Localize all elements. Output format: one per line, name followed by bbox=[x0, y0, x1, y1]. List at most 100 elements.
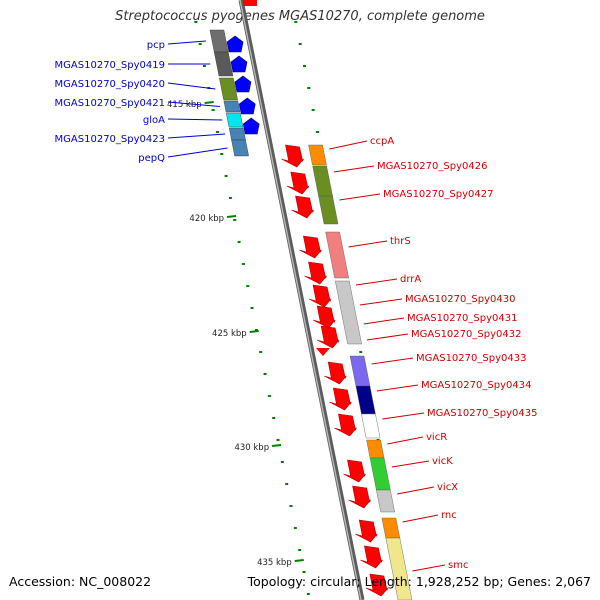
gene-block-6 bbox=[231, 139, 249, 157]
strand-arrow bbox=[324, 361, 347, 385]
genome-backbone bbox=[238, 0, 365, 600]
gene-leader-line bbox=[167, 147, 228, 158]
gene-label-right: MGAS10270_Spy0434 bbox=[421, 380, 531, 391]
strand-arrow bbox=[299, 235, 322, 259]
gene-leader-line bbox=[167, 118, 223, 121]
gene-block-4 bbox=[335, 280, 362, 345]
gene-leader-line bbox=[355, 278, 398, 286]
gene-label-right: smc bbox=[448, 560, 468, 571]
gene-leader-line bbox=[363, 317, 405, 325]
gene-leader-line bbox=[402, 514, 439, 523]
scale-labels-layer: 415 kbp 420 kbp 425 kbp 430 kbp 435 kbp bbox=[167, 100, 304, 568]
strand-arrow bbox=[329, 387, 352, 411]
gene-label-right: MGAS10270_Spy0432 bbox=[411, 329, 521, 340]
strand-arrow bbox=[360, 545, 383, 569]
gene-leader-line bbox=[387, 436, 424, 445]
gene-label-right: MGAS10270_Spy0435 bbox=[427, 408, 537, 419]
gene-block-1 bbox=[312, 165, 333, 197]
gene-block-15 bbox=[385, 537, 413, 600]
strand-arrow-blue bbox=[234, 75, 252, 93]
strand-arrow bbox=[316, 325, 340, 349]
strand-arrow bbox=[334, 413, 357, 437]
strand-arrow bbox=[348, 485, 371, 509]
gene-leader-line bbox=[371, 357, 414, 365]
strand-arrow-blue bbox=[242, 117, 260, 135]
strand-arrow bbox=[365, 573, 389, 597]
strand-arrow-blue bbox=[230, 55, 248, 73]
scale-label: 415 kbp bbox=[167, 100, 202, 110]
gene-block-0 bbox=[209, 29, 229, 53]
strand-arrow bbox=[304, 261, 327, 285]
gene-leader-line bbox=[167, 40, 206, 45]
scale-tick bbox=[204, 101, 214, 104]
gene-block-2 bbox=[318, 195, 339, 225]
scale-tick bbox=[226, 215, 237, 218]
scale-label: 435 kbp bbox=[257, 558, 292, 568]
gene-leader-line bbox=[412, 564, 446, 572]
gene-label-left: MGAS10270_Spy0420 bbox=[55, 79, 165, 90]
gene-label-left: MGAS10270_Spy0423 bbox=[55, 134, 165, 145]
gene-leader-line bbox=[167, 133, 226, 139]
gene-label-right: vicX bbox=[437, 482, 458, 493]
gene-block-0 bbox=[308, 144, 327, 166]
backbone-line bbox=[238, 0, 365, 600]
gene-label-left: gloA bbox=[143, 115, 165, 126]
gene-leader-line bbox=[366, 333, 409, 341]
gene-leader-line bbox=[348, 240, 388, 248]
strand-arrow bbox=[313, 305, 336, 329]
scale-label: 425 kbp bbox=[212, 329, 247, 339]
gene-block-5 bbox=[228, 127, 246, 141]
gene-leader-line bbox=[391, 460, 430, 468]
strand-arrow bbox=[343, 459, 366, 483]
strand-arrow-blue bbox=[238, 97, 256, 115]
genome-summary-label: Topology: circular; Length: 1,928,252 bp… bbox=[247, 574, 591, 589]
strand-arrow bbox=[243, 0, 257, 6]
gene-label-right: MGAS10270_Spy0430 bbox=[405, 294, 515, 305]
gene-block-4 bbox=[225, 112, 244, 128]
gene-label-right: MGAS10270_Spy0433 bbox=[416, 353, 526, 364]
scale-tick bbox=[294, 559, 304, 562]
gene-label-right: MGAS10270_Spy0426 bbox=[377, 161, 487, 172]
gene-label-right: vicR bbox=[426, 432, 447, 443]
gene-leader-line bbox=[382, 412, 425, 420]
strand-arrow bbox=[291, 195, 314, 219]
strand-arrow bbox=[355, 519, 378, 543]
gene-block-14 bbox=[381, 517, 401, 539]
gene-label-right: vicK bbox=[432, 456, 453, 467]
scale-tick bbox=[249, 330, 259, 333]
gene-leader-line bbox=[339, 193, 381, 201]
gene-label-right: rnc bbox=[441, 510, 457, 521]
strand-arrow bbox=[316, 348, 330, 356]
strand-arrows-layer bbox=[226, 0, 389, 597]
gene-block-11 bbox=[366, 439, 385, 459]
gene-leader-line bbox=[376, 384, 419, 392]
gene-label-left: MGAS10270_Spy0421 bbox=[55, 98, 165, 109]
map-title: Streptococcus pyogenes MGAS10270, comple… bbox=[115, 9, 485, 24]
gene-label-right: drrA bbox=[400, 274, 421, 285]
strand-arrow-blue bbox=[226, 35, 244, 53]
gene-leader-line bbox=[397, 486, 435, 495]
gene-label-right: thrS bbox=[390, 236, 411, 247]
strand-arrow bbox=[281, 144, 304, 168]
gene-block-13 bbox=[376, 489, 395, 513]
gene-block-10 bbox=[361, 413, 381, 439]
gene-features-layer bbox=[209, 29, 413, 600]
gene-leader-line bbox=[333, 165, 375, 173]
gene-label-right: MGAS10270_Spy0427 bbox=[383, 189, 493, 200]
gene-leader-line bbox=[167, 82, 216, 90]
gene-block-1 bbox=[213, 51, 234, 77]
backbone-highlight bbox=[239, 0, 362, 600]
gene-block-12 bbox=[369, 457, 391, 491]
strand-arrow bbox=[308, 284, 332, 308]
gene-leader-line bbox=[167, 101, 220, 107]
gene-block-9 bbox=[355, 385, 376, 415]
gene-leader-line bbox=[359, 298, 403, 306]
gene-label-left: pcp bbox=[147, 40, 165, 51]
gene-labels-layer: pcp MGAS10270_Spy0419 MGAS10270_Spy0420 MGA… bbox=[55, 40, 537, 572]
scale-tick bbox=[271, 444, 282, 447]
strand-arrow bbox=[286, 171, 310, 195]
gene-block-8 bbox=[349, 355, 371, 387]
gene-label-right: MGAS10270_Spy0431 bbox=[407, 313, 517, 324]
scale-label: 430 kbp bbox=[234, 443, 269, 453]
